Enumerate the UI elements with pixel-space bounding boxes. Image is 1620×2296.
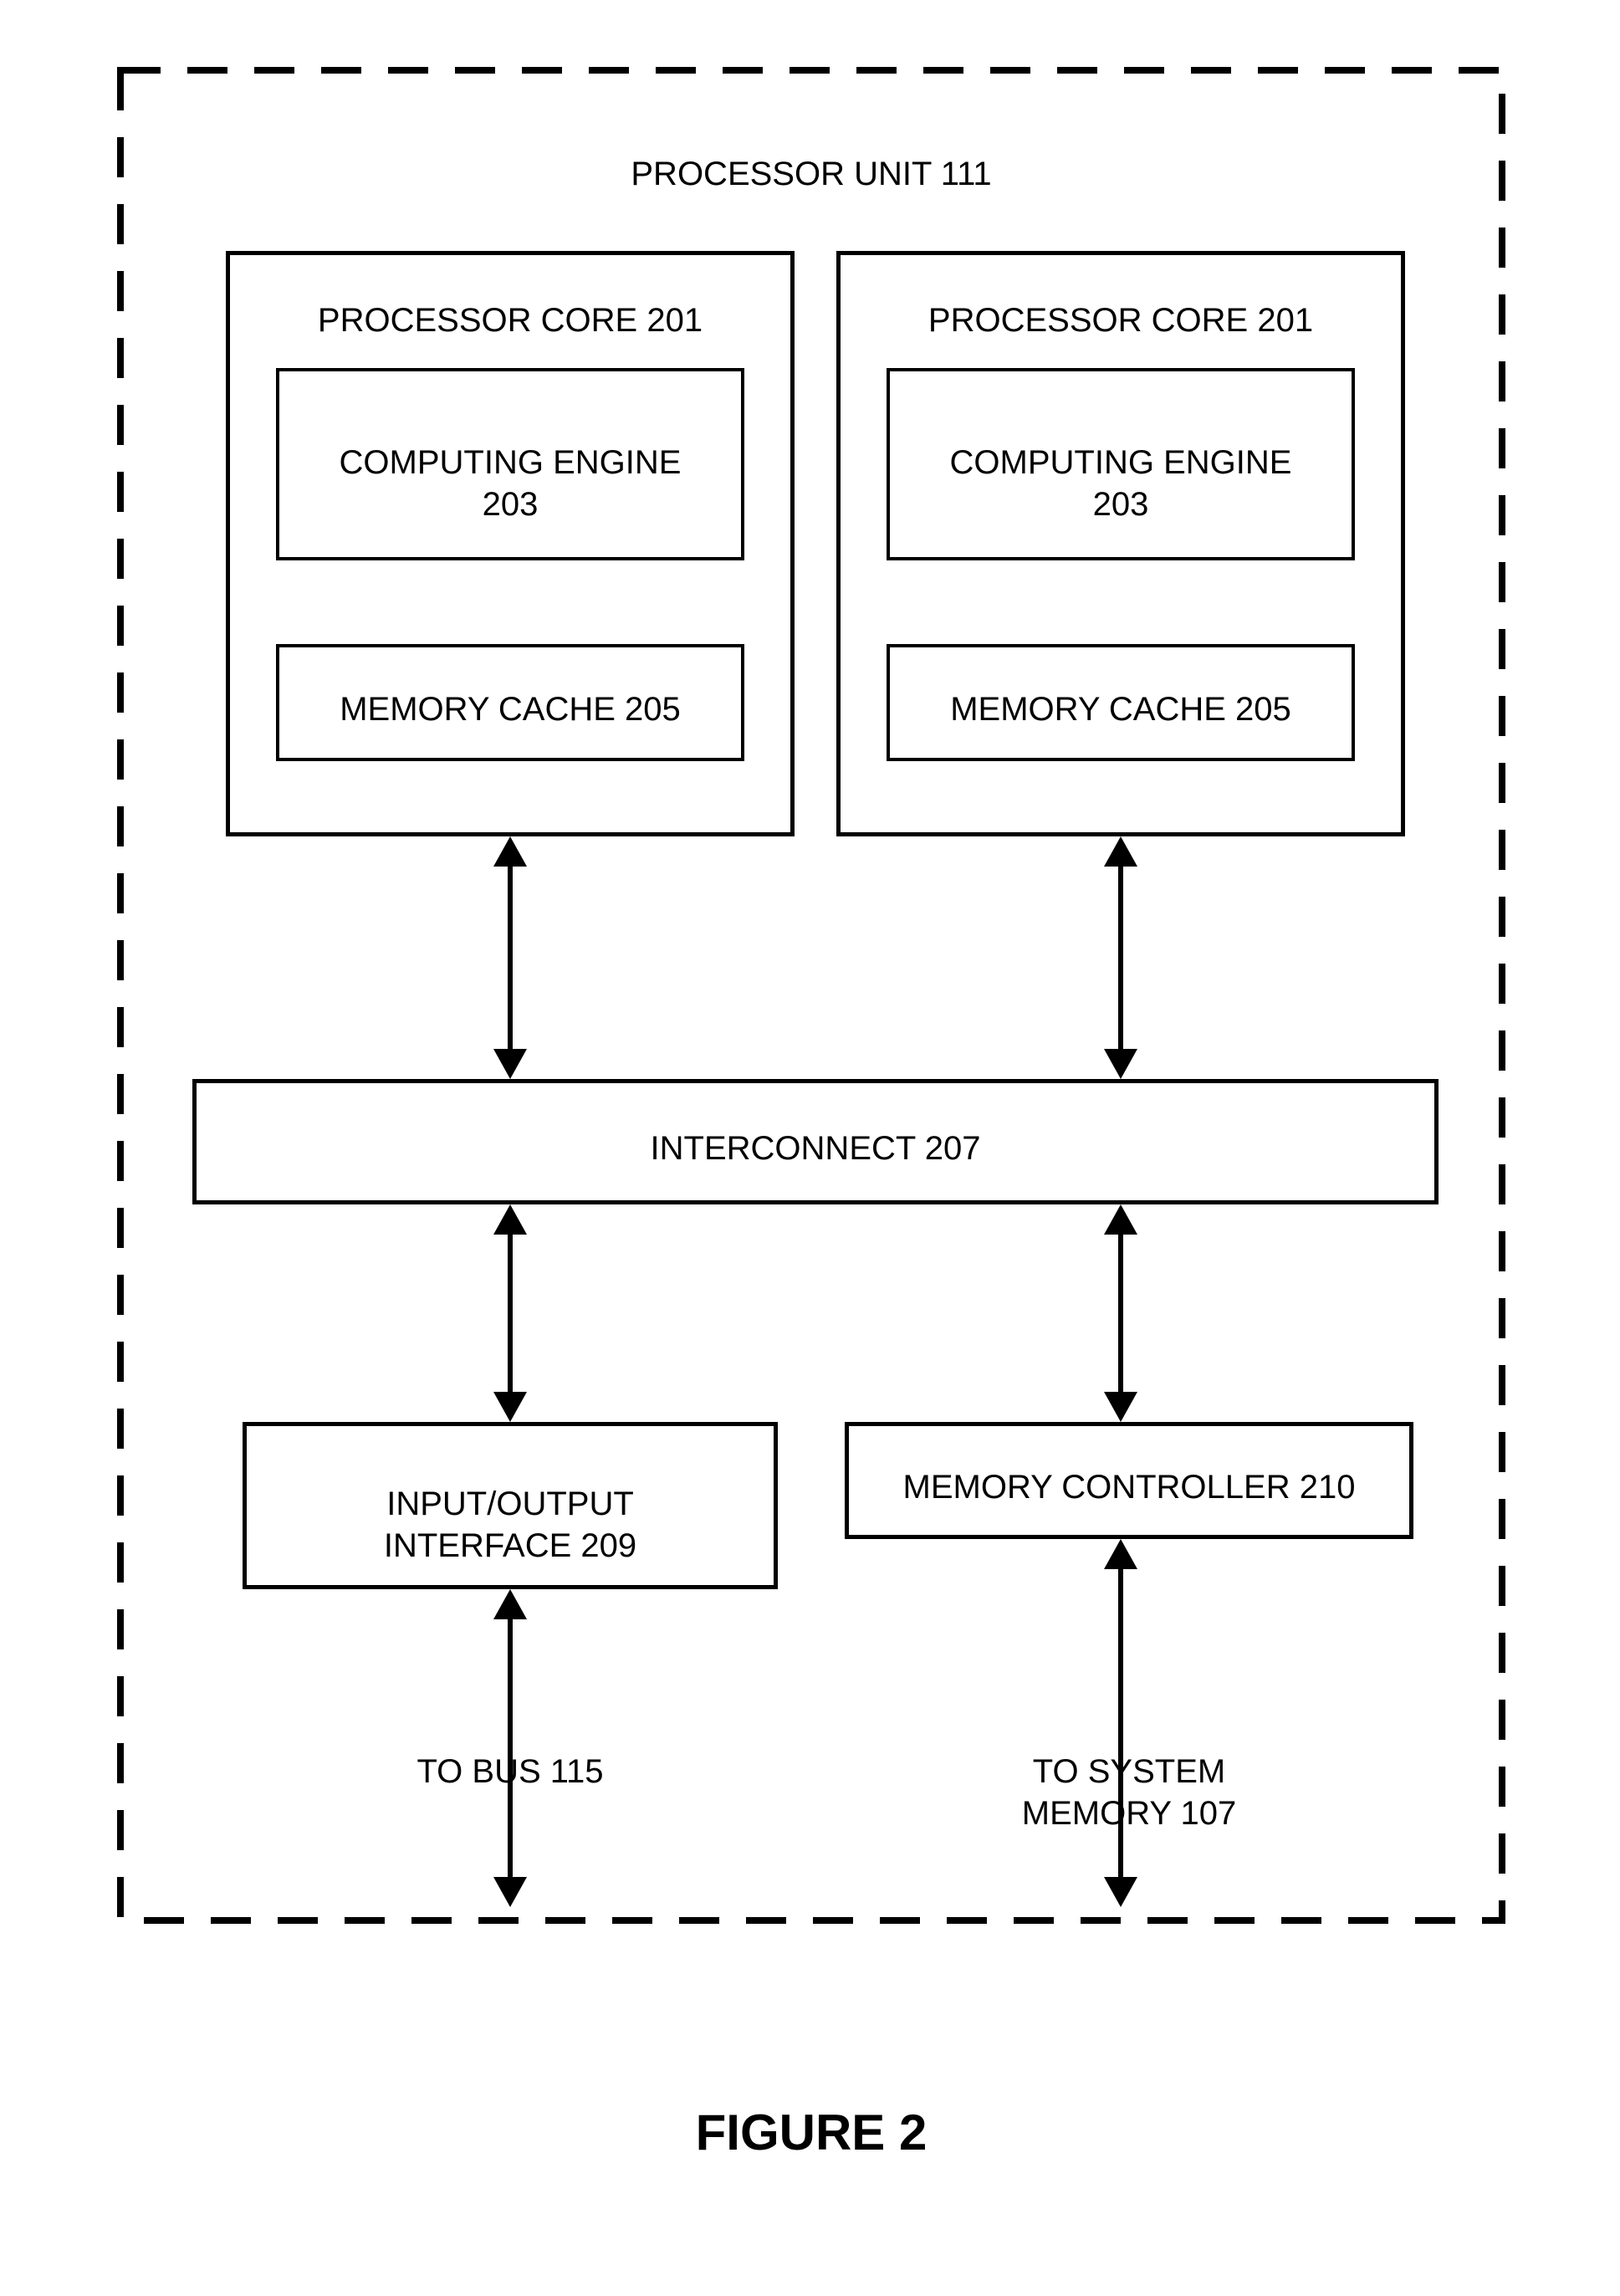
interconnect-label: INTERCONNECT 207 (314, 1128, 1317, 1169)
memory-cache-right-label: MEMORY CACHE 205 (619, 688, 1620, 730)
to-system-memory-label: TO SYSTEM MEMORY 107 (627, 1751, 1620, 1834)
figure-caption: FIGURE 2 (309, 2101, 1313, 2164)
processor-core-right-title: PROCESSOR CORE 201 (619, 299, 1620, 341)
processor-unit-title: PROCESSOR UNIT 111 (309, 153, 1313, 195)
memory-controller-label: MEMORY CONTROLLER 210 (627, 1466, 1620, 1508)
computing-engine-right-label: COMPUTING ENGINE 203 (619, 442, 1620, 525)
page: PROCESSOR UNIT 111 PROCESSOR CORE 201 CO… (0, 0, 1620, 2296)
